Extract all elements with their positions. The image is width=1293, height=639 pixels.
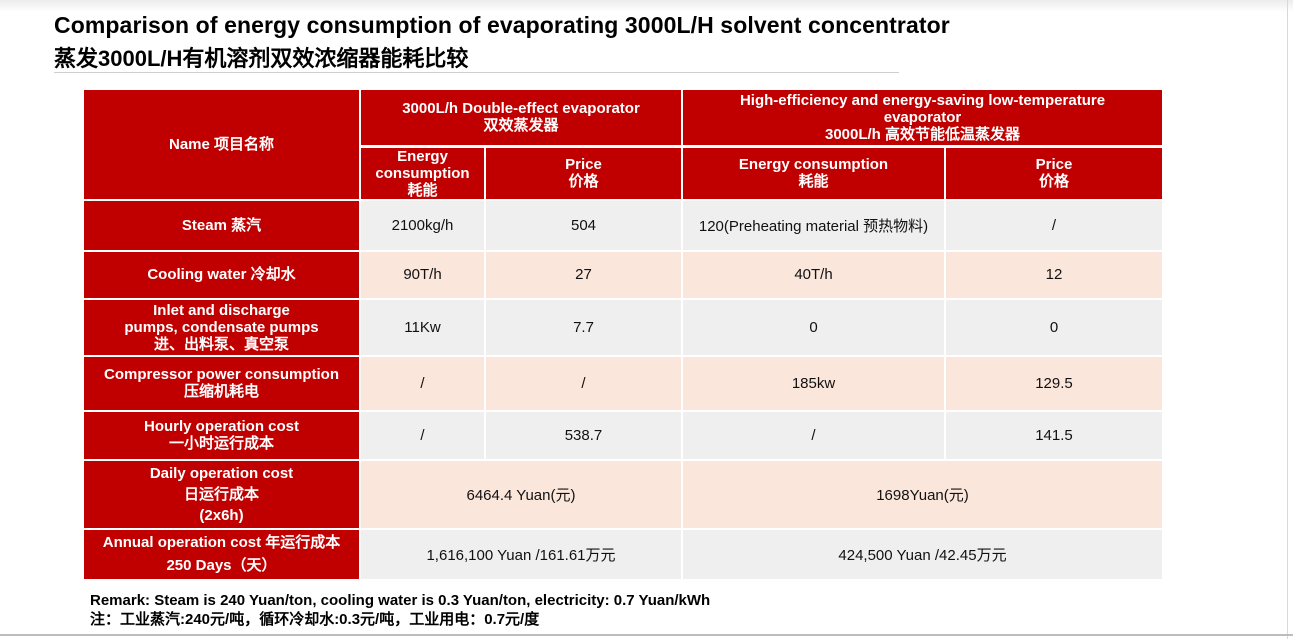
header-g1-price-en: Price xyxy=(565,156,602,173)
table-row-daily: Daily operation cost 日运行成本 (2x6h) 6464.4… xyxy=(82,458,1164,530)
row-label-compressor-en: Compressor power consumption xyxy=(103,366,340,383)
header-g2-price-cn: 价格 xyxy=(1038,173,1069,190)
header-g1-energy-line1: Energy xyxy=(397,147,448,165)
cell-annual-g2: 424,500 Yuan /42.45万元 xyxy=(681,527,1164,581)
cell-steam-g2-price: / xyxy=(944,198,1164,252)
cell-steam-g2-energy: 120(Preheating material 预热物料) xyxy=(681,198,946,252)
row-label-pumps-line1: Inlet and discharge xyxy=(153,301,290,319)
remark-block: Remark: Steam is 240 Yuan/ton, cooling w… xyxy=(90,591,710,629)
row-label-pumps: Inlet and discharge pumps, condensate pu… xyxy=(82,297,361,357)
cell-pumps-g1-price: 7.7 xyxy=(484,297,683,357)
header-low-temperature-line2: evaporator xyxy=(883,108,962,126)
row-label-pumps-line2: pumps, condensate pumps xyxy=(124,318,319,336)
row-label-hourly-en: Hourly operation cost xyxy=(143,418,300,435)
header-row-sub: Energy consumption 耗能 Price 价格 Energy co… xyxy=(83,144,1164,201)
row-label-daily-cn: 日运行成本 xyxy=(183,485,259,503)
cell-daily-g2: 1698Yuan(元) xyxy=(681,458,1164,530)
cell-cooling-g1-energy: 90T/h xyxy=(359,249,486,300)
row-label-hourly: Hourly operation cost 一小时运行成本 xyxy=(82,409,361,461)
table-row-steam: Steam 蒸汽 2100kg/h 504 120(Preheating mat… xyxy=(82,198,1164,252)
cell-pumps-g2-price: 0 xyxy=(944,297,1164,357)
header-g2-energy: Energy consumption 耗能 xyxy=(681,144,946,201)
header-g1-energy: Energy consumption 耗能 xyxy=(359,144,486,201)
row-label-daily-shift: (2x6h) xyxy=(199,506,244,524)
header-double-effect-en: 3000L/h Double-effect evaporator xyxy=(402,100,640,118)
row-label-annual: Annual operation cost 年运行成本 250 Days（天） xyxy=(82,527,361,581)
header-g2-price-en: Price xyxy=(1035,156,1073,173)
row-label-compressor: Compressor power consumption 压缩机耗电 xyxy=(82,354,361,412)
row-label-cooling-water: Cooling water 冷却水 xyxy=(82,249,361,300)
cell-cooling-g2-price: 12 xyxy=(944,249,1164,300)
header-double-effect: 3000L/h Double-effect evaporator 双效蒸发器 xyxy=(359,88,683,147)
cell-steam-g1-energy: 2100kg/h xyxy=(359,198,486,252)
cell-compressor-g1-price: / xyxy=(484,354,683,412)
remark-english: Remark: Steam is 240 Yuan/ton, cooling w… xyxy=(90,592,711,609)
header-g2-energy-cn: 耗能 xyxy=(798,173,829,190)
bottom-divider xyxy=(0,634,1293,636)
cell-daily-g1: 6464.4 Yuan(元) xyxy=(359,458,683,530)
top-shade xyxy=(0,0,1293,12)
remark-chinese: 注：工业蒸汽:240元/吨，循环冷却水:0.3元/吨，工业用电：0.7元/度 xyxy=(90,611,540,628)
row-label-pumps-line3: 进、出料泵、真空泵 xyxy=(153,335,289,353)
header-g1-energy-line2: consumption xyxy=(375,164,470,182)
cell-cooling-g2-energy: 40T/h xyxy=(681,249,946,300)
comparison-table: Name 项目名称 3000L/h Double-effect evaporat… xyxy=(82,88,1164,581)
row-label-steam: Steam 蒸汽 xyxy=(82,198,361,252)
cell-compressor-g1-energy: / xyxy=(359,354,486,412)
cell-hourly-g2-energy: / xyxy=(681,409,946,461)
header-row-groups: Name 项目名称 3000L/h Double-effect evaporat… xyxy=(82,88,1164,201)
cell-hourly-g1-price: 538.7 xyxy=(484,409,683,461)
header-name: Name 项目名称 xyxy=(82,88,361,201)
table-row-compressor: Compressor power consumption 压缩机耗电 / / 1… xyxy=(82,354,1164,412)
header-name-text: Name 项目名称 xyxy=(168,135,275,153)
cell-steam-g1-price: 504 xyxy=(484,198,683,252)
header-g1-price-cn: 价格 xyxy=(568,173,599,190)
header-g1-price: Price 价格 xyxy=(484,144,683,201)
header-double-effect-cn: 双效蒸发器 xyxy=(483,117,559,135)
row-label-annual-en: Annual operation cost 年运行成本 xyxy=(102,534,341,551)
table-row-pumps: Inlet and discharge pumps, condensate pu… xyxy=(82,297,1164,357)
cell-cooling-g1-price: 27 xyxy=(484,249,683,300)
header-low-temperature-line1: High-efficiency and energy-saving low-te… xyxy=(739,91,1106,109)
row-label-compressor-cn: 压缩机耗电 xyxy=(183,383,259,400)
header-low-temperature-line3: 3000L/h 高效节能低温蒸发器 xyxy=(824,125,1021,143)
row-label-daily: Daily operation cost 日运行成本 (2x6h) xyxy=(82,458,361,530)
row-label-hourly-cn: 一小时运行成本 xyxy=(168,435,274,452)
row-label-steam-text: Steam 蒸汽 xyxy=(181,216,262,234)
title-divider xyxy=(54,72,899,73)
row-label-cooling-water-text: Cooling water 冷却水 xyxy=(147,266,296,283)
header-g1-energy-line3: 耗能 xyxy=(407,181,438,199)
header-g2-energy-en: Energy consumption xyxy=(738,156,889,173)
cell-hourly-g1-energy: / xyxy=(359,409,486,461)
cell-pumps-g2-energy: 0 xyxy=(681,297,946,357)
header-g2-price: Price 价格 xyxy=(944,144,1164,201)
row-label-annual-days: 250 Days（天） xyxy=(166,557,277,574)
table-row-annual: Annual operation cost 年运行成本 250 Days（天） … xyxy=(82,527,1164,581)
page-title-chinese: 蒸发3000L/H有机溶剂双效浓缩器能耗比较 xyxy=(54,46,469,71)
right-edge-rule xyxy=(1287,0,1288,639)
cell-compressor-g2-energy: 185kw xyxy=(681,354,946,412)
table-row-cooling-water: Cooling water 冷却水 90T/h 27 40T/h 12 xyxy=(82,249,1164,300)
table-row-hourly: Hourly operation cost 一小时运行成本 / 538.7 / … xyxy=(82,409,1164,461)
cell-hourly-g2-price: 141.5 xyxy=(944,409,1164,461)
cell-compressor-g2-price: 129.5 xyxy=(944,354,1164,412)
header-low-temperature: High-efficiency and energy-saving low-te… xyxy=(681,88,1164,147)
row-label-daily-en: Daily operation cost xyxy=(149,464,294,482)
page-title-english: Comparison of energy consumption of evap… xyxy=(54,12,950,38)
cell-pumps-g1-energy: 11Kw xyxy=(359,297,486,357)
cell-annual-g1: 1,616,100 Yuan /161.61万元 xyxy=(359,527,683,581)
